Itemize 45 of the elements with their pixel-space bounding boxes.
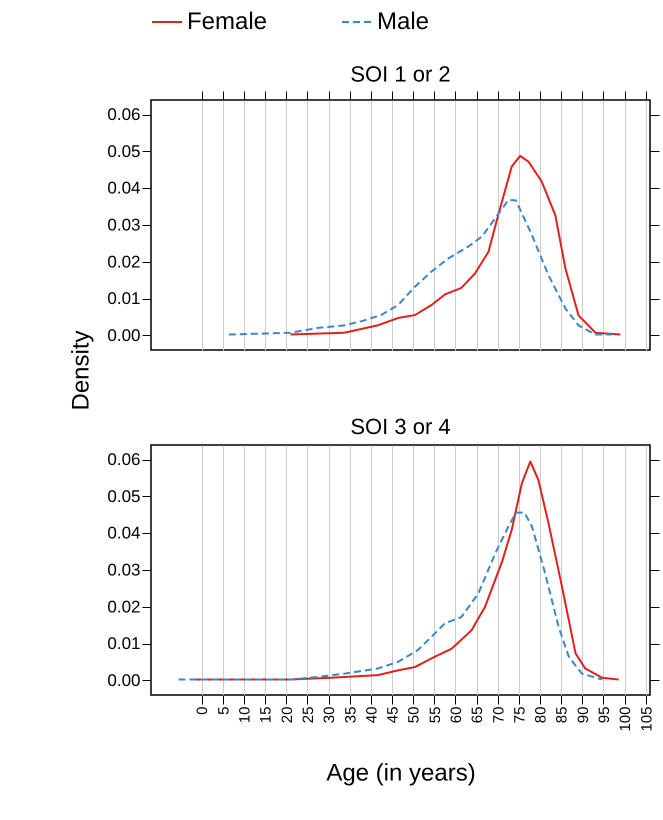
x-tick-label: 20 [278, 706, 296, 724]
y-tick-label: 0.02 [107, 597, 140, 616]
x-tick-label: 10 [236, 706, 254, 724]
line-series [228, 199, 613, 336]
y-tick-label: 0.05 [107, 142, 140, 161]
y-tick-label: 0.06 [107, 105, 140, 124]
x-tick-label: 45 [384, 706, 402, 724]
x-tick-label: 25 [300, 706, 317, 724]
x-tick-label: 65 [469, 706, 486, 724]
y-tick-label: 0.01 [107, 634, 140, 654]
y-tick-label: 0.00 [107, 326, 140, 345]
y-tick-label: 0.04 [107, 178, 140, 198]
x-tick-label: 55 [426, 706, 444, 724]
chart-title: SOI 1 or 2 [350, 62, 451, 86]
x-tick-label: 95 [596, 706, 613, 724]
y-tick-label: 0.02 [107, 252, 140, 272]
y-tick-label: 0.04 [107, 524, 140, 543]
x-tick-label: 35 [342, 706, 360, 724]
y-tick-label: 0.03 [107, 560, 140, 580]
x-tick-label: 105 [638, 706, 656, 732]
x-tick-label: 40 [363, 706, 380, 724]
line-series [177, 512, 604, 681]
x-tick-label: 80 [532, 706, 550, 724]
x-tick-label: 0 [194, 706, 212, 715]
x-tick-label: 70 [490, 706, 508, 724]
x-tick-label: 75 [511, 706, 528, 724]
x-tick-label: 85 [554, 706, 571, 724]
x-tick-label: 5 [215, 706, 232, 715]
y-tick-label: 0.03 [107, 216, 140, 234]
chart-title: SOI 3 or 4 [350, 414, 451, 439]
x-tick-label: 50 [406, 706, 423, 724]
x-tick-label: 30 [321, 706, 338, 724]
x-tick-label: 100 [617, 706, 634, 732]
legend-label: Female [187, 8, 268, 35]
x-tick-label: 60 [448, 706, 465, 724]
x-tick-label: 15 [258, 706, 275, 724]
x-axis-title: Age (in years) [326, 760, 476, 787]
y-tick-label: 0.06 [107, 450, 140, 470]
legend-label: Male [377, 8, 430, 35]
line-series [290, 154, 622, 336]
y-axis-title: Density [67, 330, 94, 411]
x-tick-label: 90 [574, 706, 592, 724]
y-tick-label: 0.01 [107, 289, 140, 308]
y-tick-label: 0.00 [107, 670, 140, 690]
y-tick-label: 0.05 [107, 486, 140, 506]
